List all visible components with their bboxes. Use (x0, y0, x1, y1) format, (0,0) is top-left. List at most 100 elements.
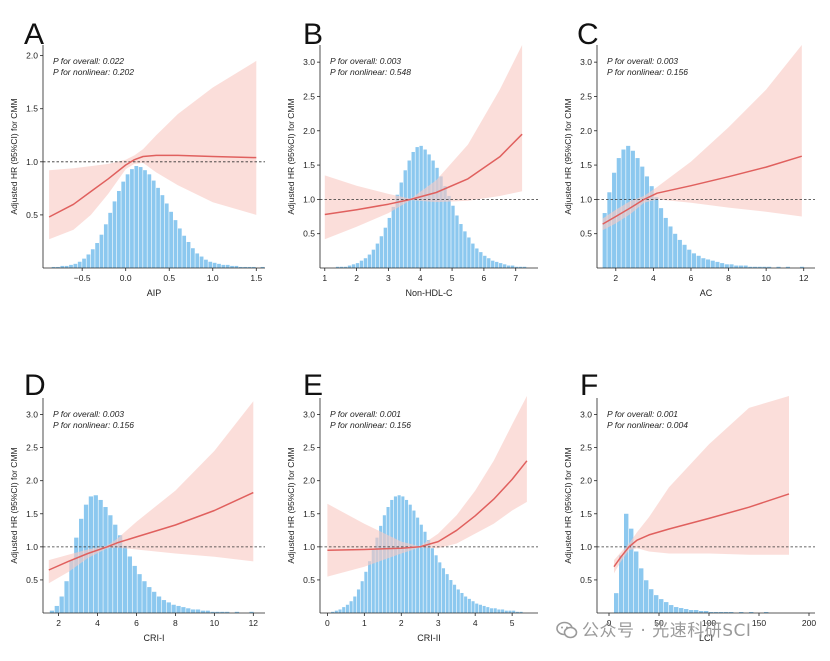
histogram-bar (51, 266, 56, 268)
p-value-annotation: P for nonlinear: 0.156 (330, 420, 411, 430)
hr-curve (48, 491, 254, 571)
y-tick-label: 3.0 (580, 410, 592, 420)
y-axis-label: Adjusted HR (95%CI) for CMM (9, 98, 19, 214)
histogram-bar (479, 252, 483, 268)
histogram-bar (455, 215, 459, 268)
y-tick-label: 2.5 (580, 91, 592, 101)
histogram-bar (342, 607, 346, 613)
histogram-bar (186, 241, 191, 268)
histogram-bar (69, 264, 73, 268)
histogram-bar (624, 513, 629, 613)
histogram-bar (386, 507, 390, 613)
x-tick-label: 6 (689, 273, 694, 283)
p-value-annotation: P for nonlinear: 0.202 (53, 67, 134, 77)
y-axis-label: Adjusted HR (95%CI) for CMM (563, 447, 573, 563)
histogram-bar (121, 181, 126, 268)
histogram-bar (738, 265, 743, 268)
p-value-annotation: P for nonlinear: 0.548 (330, 67, 411, 77)
histogram-bar (412, 510, 416, 613)
histogram-bar (205, 610, 210, 613)
histogram-bar (367, 254, 372, 268)
histogram-bar (238, 266, 243, 268)
histogram-bar (212, 262, 217, 268)
histogram-bar (156, 187, 160, 268)
histogram-bar (225, 611, 230, 613)
histogram-bar (221, 264, 226, 268)
histogram-bar (478, 604, 482, 613)
histogram-bar (447, 195, 451, 268)
histogram-bar (243, 266, 247, 268)
histogram-bar (438, 562, 442, 613)
p-value-annotation: P for overall: 0.003 (53, 409, 124, 419)
histogram-bar (208, 261, 213, 268)
histogram-bar (682, 244, 687, 268)
histogram-bar (156, 596, 162, 613)
histogram-bar (752, 266, 758, 268)
x-axis-label: Non-HDL-C (405, 288, 453, 298)
histogram-bar (125, 174, 130, 268)
histogram-bar (696, 255, 701, 268)
histogram-bar (451, 205, 455, 268)
panel-letter: B (303, 18, 323, 51)
histogram-bar (495, 261, 499, 268)
histogram-bar (423, 149, 427, 268)
histogram-bar (491, 260, 495, 268)
x-tick-label: 0.0 (120, 273, 132, 283)
histogram-bar (699, 611, 704, 613)
y-tick-label: 1.5 (26, 509, 38, 519)
histogram-bar (395, 194, 399, 268)
histogram-bar (475, 248, 479, 268)
histogram-bar (160, 195, 165, 268)
histogram-bar (345, 604, 349, 613)
histogram-bar (467, 237, 471, 268)
histogram-bar (98, 499, 103, 613)
x-tick-label: 2 (56, 618, 61, 628)
x-tick-label: 50 (654, 618, 664, 628)
histogram-bar (371, 249, 376, 268)
chart-panel-d: 2 4 6 8 10 12 0.5 1.0 1.5 2.0 2.5 3.0 CRI-I Adjusted … (9, 369, 265, 643)
x-axis-label: LCI (699, 633, 713, 643)
x-tick-label: 8 (726, 273, 731, 283)
x-tick-label: 7 (513, 273, 518, 283)
x-tick-label: 1.5 (250, 273, 262, 283)
histogram-bar (371, 549, 375, 613)
histogram-bar (739, 612, 744, 613)
histogram-bar (748, 266, 753, 268)
wechat-icon (556, 621, 578, 639)
panel-letter: E (303, 369, 323, 402)
y-tick-label: 2.5 (580, 443, 592, 453)
p-value-annotation: P for overall: 0.003 (330, 56, 401, 66)
confidence-band (614, 396, 789, 574)
histogram-bar (334, 610, 338, 613)
histogram-bar (127, 556, 132, 613)
histogram-bar (679, 608, 684, 613)
histogram-bar (493, 608, 497, 613)
chart-panel-f: 0 50 100 150 200 0.5 1.0 1.5 2.0 2.5 3.0 LCI Adjuste… (563, 369, 816, 643)
x-axis-label: AIP (147, 288, 162, 298)
histogram-bar (634, 551, 639, 613)
histogram-bar (677, 239, 682, 268)
y-tick-label: 0.5 (580, 229, 592, 239)
histogram-bar (669, 605, 674, 613)
panel-letter: F (580, 369, 598, 402)
histogram-bar (399, 182, 403, 268)
x-tick-label: 2 (399, 618, 404, 628)
x-tick-label: 150 (752, 618, 766, 628)
histogram-bar (90, 249, 95, 268)
x-tick-label: 0 (325, 618, 330, 628)
histogram-bar (142, 581, 147, 613)
histogram-bar (489, 608, 494, 613)
y-tick-label: 1.5 (303, 160, 315, 170)
histogram-bar (673, 233, 678, 268)
histogram-bar (629, 528, 634, 613)
x-tick-label: 4 (95, 618, 100, 628)
histogram-bar (701, 258, 706, 268)
histogram-bar (113, 524, 118, 613)
histogram-bar (411, 151, 415, 268)
chart-panel-e: 0 1 2 3 4 5 0.5 1.0 1.5 2.0 2.5 3.0 CRI-II Adjusted H… (286, 369, 538, 643)
histogram-bar (435, 167, 439, 268)
histogram-bar (353, 596, 357, 613)
histogram-bar (640, 166, 645, 268)
histogram-bar (749, 612, 754, 613)
